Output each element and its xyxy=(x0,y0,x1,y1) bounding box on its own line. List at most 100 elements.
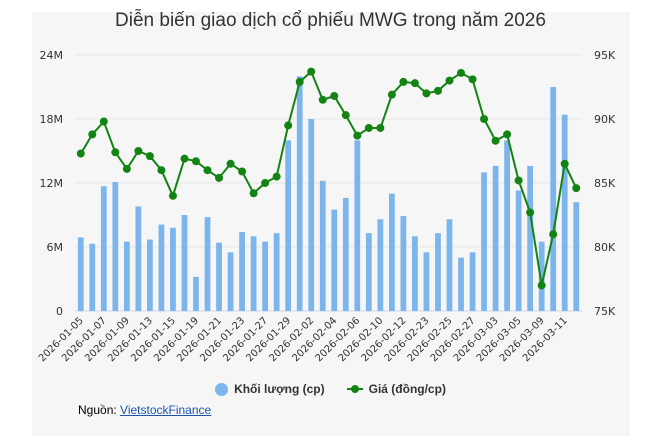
price-point xyxy=(364,123,373,132)
price-point xyxy=(307,67,316,76)
volume-bar xyxy=(181,215,188,311)
source-link[interactable]: VietstockFinance xyxy=(120,403,212,417)
price-point xyxy=(157,166,166,175)
y-left-tick-label: 6M xyxy=(47,241,64,254)
volume-bar xyxy=(112,181,119,311)
price-point xyxy=(99,117,108,126)
price-point xyxy=(76,149,85,158)
price-point xyxy=(410,79,419,88)
volume-bar xyxy=(100,186,107,311)
price-point xyxy=(330,91,339,100)
price-point xyxy=(341,111,350,120)
price-point xyxy=(560,159,569,168)
price-point xyxy=(399,77,408,86)
price-point xyxy=(261,179,270,187)
price-point xyxy=(549,230,558,239)
price-point xyxy=(295,77,304,86)
price-point xyxy=(134,147,143,155)
chart-title: Diễn biến giao dịch cổ phiếu MWG trong n… xyxy=(115,10,546,31)
price-point xyxy=(249,189,258,198)
volume-bar xyxy=(239,232,245,311)
volume-bar xyxy=(193,276,199,311)
volume-bar xyxy=(573,202,580,311)
y-right-tick-label: 95K xyxy=(594,49,616,62)
price-point xyxy=(422,89,431,98)
price-point xyxy=(376,123,385,132)
source-label: Nguồn: xyxy=(78,403,117,417)
volume-bar xyxy=(377,219,384,311)
price-point xyxy=(457,68,466,77)
legend-item-volume[interactable]: Khối lượng (cp) xyxy=(215,382,325,396)
volume-bar xyxy=(423,252,430,311)
price-point xyxy=(284,121,293,130)
volume-bar xyxy=(527,165,534,311)
price-point xyxy=(272,172,281,181)
y-left-tick-label: 0 xyxy=(56,305,63,318)
price-point xyxy=(122,164,131,173)
source-note: Nguồn: VietstockFinance xyxy=(78,403,211,417)
volume-bar xyxy=(147,239,153,311)
volume-bar xyxy=(308,119,315,311)
price-point xyxy=(318,95,327,104)
y-right-tick-label: 75K xyxy=(594,305,616,318)
chart-legend: Khối lượng (cp) Giá (đồng/cp) xyxy=(0,382,661,396)
price-point xyxy=(145,152,154,161)
y-left-tick-label: 18M xyxy=(40,113,64,126)
volume-bar xyxy=(227,252,234,311)
volume-bar xyxy=(89,243,96,311)
price-point xyxy=(111,148,120,157)
volume-bar xyxy=(446,219,453,311)
volume-bar xyxy=(435,233,441,311)
price-point xyxy=(514,176,523,185)
volume-bar xyxy=(216,242,222,311)
legend-price-marker xyxy=(346,384,363,394)
volume-bar xyxy=(273,233,280,311)
volume-bar xyxy=(469,252,476,311)
price-point xyxy=(537,281,546,290)
volume-bar xyxy=(550,87,557,311)
price-point xyxy=(526,208,535,217)
price-point xyxy=(387,90,396,99)
y-left-tick-label: 24M xyxy=(40,49,64,62)
legend-price-label: Giá (đồng/cp) xyxy=(368,382,446,396)
price-point xyxy=(503,130,512,139)
price-point xyxy=(491,136,500,145)
volume-bar xyxy=(319,180,326,311)
volume-bar xyxy=(250,236,257,311)
volume-bar xyxy=(296,76,303,311)
y-left-tick-label: 12M xyxy=(40,177,64,190)
volume-bar xyxy=(331,209,338,311)
legend-volume-label: Khối lượng (cp) xyxy=(234,382,325,396)
volume-bar xyxy=(388,193,395,311)
volume-bar xyxy=(170,227,176,311)
price-line xyxy=(79,69,578,286)
price-point xyxy=(468,75,477,84)
price-point xyxy=(88,130,97,139)
volume-bar xyxy=(158,224,165,311)
volume-bar xyxy=(504,140,510,311)
legend-volume-marker xyxy=(215,382,229,396)
volume-bar xyxy=(412,236,418,311)
price-point xyxy=(203,166,212,175)
volume-bar xyxy=(342,197,349,311)
legend-item-price[interactable]: Giá (đồng/cp) xyxy=(346,382,446,396)
volume-bar xyxy=(365,233,372,311)
volume-bar xyxy=(538,241,545,311)
volume-bar xyxy=(515,190,522,311)
y-right-tick-label: 90K xyxy=(594,113,616,126)
y-right-tick-label: 85K xyxy=(594,177,616,190)
volume-bar xyxy=(492,165,499,311)
price-point xyxy=(353,131,362,140)
volume-bar xyxy=(400,216,407,311)
price-point xyxy=(445,76,454,85)
volume-bar xyxy=(458,257,464,311)
price-point xyxy=(180,154,189,163)
price-point xyxy=(238,167,247,176)
volume-bar xyxy=(354,140,361,311)
volume-bar xyxy=(561,114,568,311)
price-point xyxy=(168,191,177,200)
y-right-tick-label: 80K xyxy=(594,241,616,254)
price-point xyxy=(572,184,581,193)
price-point xyxy=(215,173,224,182)
price-point xyxy=(191,157,200,166)
